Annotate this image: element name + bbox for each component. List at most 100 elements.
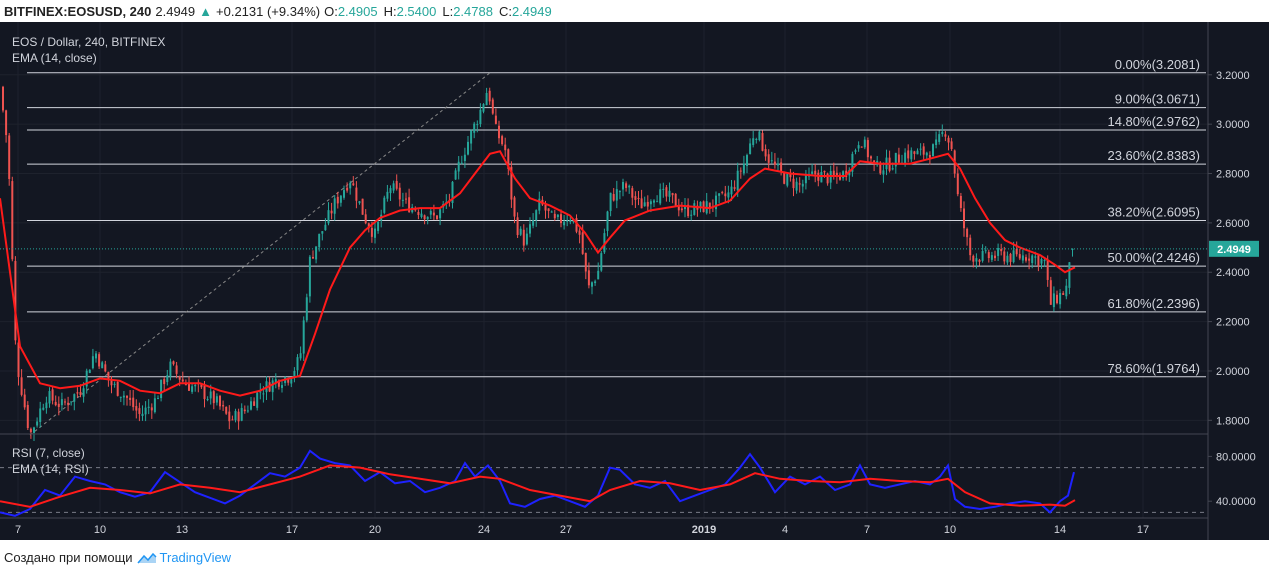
candle-body	[398, 187, 401, 200]
candle-body	[126, 396, 128, 398]
candle-body	[67, 402, 70, 405]
fibonacci-levels[interactable]: 0.00%(3.2081) 9.00%(3.0671) 14.80%(2.9762)…	[27, 57, 1206, 378]
candle-body	[941, 132, 944, 135]
rsi-ema-legend[interactable]: EMA (14, RSI)	[12, 462, 89, 476]
rsi-axis[interactable]: 80.0000 40.0000	[1208, 451, 1256, 508]
candle-body	[519, 228, 522, 235]
candle-body	[894, 152, 897, 167]
time-tick-label: 4	[782, 524, 788, 536]
candle-body	[882, 170, 885, 175]
candle-body	[913, 151, 916, 154]
candle-body	[693, 203, 696, 215]
candle-body	[981, 251, 984, 261]
candle-body	[897, 154, 900, 163]
last-price-tag-box	[1209, 240, 1259, 257]
candle-body	[1049, 280, 1052, 305]
time-tick-label: 13	[176, 524, 188, 536]
candle-body	[70, 401, 73, 403]
candle-body	[64, 401, 66, 403]
candle-body	[436, 215, 438, 220]
candle-body	[336, 196, 339, 204]
candle-body	[141, 413, 144, 417]
candle-body	[271, 380, 274, 393]
time-tick-label: 14	[1054, 524, 1066, 536]
candle-body	[755, 138, 758, 140]
ema-legend[interactable]: EMA (14, close)	[12, 51, 97, 65]
candle-body	[432, 212, 435, 216]
candle-body	[668, 190, 671, 197]
fib-level-label: 38.20%(2.6095)	[1107, 205, 1200, 220]
candle-body	[259, 391, 262, 393]
candle-body	[200, 384, 203, 388]
candle-body	[780, 162, 783, 172]
fib-level-label: 0.00%(3.2081)	[1115, 57, 1200, 72]
candle-body	[792, 178, 795, 189]
candle-body	[383, 197, 386, 213]
candle-body	[1043, 260, 1046, 262]
candle-body	[389, 188, 392, 194]
candle-body	[690, 214, 693, 216]
price-axis[interactable]: 3.2000 3.0000 2.8000 2.6000 2.4000 2.2000 2.00…	[1208, 70, 1250, 428]
candle-body	[947, 137, 950, 143]
candle-body	[507, 149, 510, 169]
candle-body	[907, 150, 910, 159]
candle-body	[237, 411, 240, 422]
candle-body	[45, 402, 48, 409]
candle-body	[640, 198, 643, 209]
candle-body	[525, 233, 528, 245]
candle-body	[699, 201, 702, 209]
candle-body	[160, 379, 163, 399]
candle-body	[39, 408, 42, 422]
candle-body	[758, 131, 761, 141]
candle-body	[470, 130, 473, 144]
candle-body	[175, 365, 178, 374]
candle-body	[1009, 253, 1012, 262]
candle-body	[560, 214, 562, 224]
candle-body	[451, 181, 454, 203]
candle-body	[277, 380, 280, 387]
tradingview-logo-icon	[136, 552, 157, 563]
candle-body	[243, 409, 246, 412]
candle-body	[240, 407, 243, 421]
low-value: 2.4788	[453, 3, 493, 19]
candle-body	[622, 181, 624, 190]
candle-body	[764, 149, 767, 157]
candle-body	[739, 170, 742, 172]
candle-body	[479, 109, 482, 125]
candle-body	[113, 383, 116, 385]
candle-body	[308, 256, 311, 297]
candle-body	[578, 230, 581, 235]
tradingview-link[interactable]: TradingView	[136, 550, 232, 565]
ema-line	[0, 150, 1076, 397]
candle-body	[854, 150, 857, 152]
candle-body	[625, 183, 628, 188]
symbol-label[interactable]: BITFINEX:EOSUSD, 240	[4, 3, 152, 19]
candle-body	[57, 403, 60, 407]
candle-body	[866, 140, 869, 158]
rsi-ema-line	[0, 464, 1076, 508]
candle-body	[361, 198, 364, 215]
last-price-tag-label: 2.4949	[1217, 244, 1251, 256]
candle-body	[770, 160, 773, 162]
candle-body	[172, 361, 175, 365]
tradingview-brand: TradingView	[159, 550, 232, 565]
candle-body	[274, 379, 277, 383]
candle-body	[959, 195, 962, 208]
candle-body	[33, 427, 35, 433]
candle-body	[346, 187, 349, 191]
candle-body	[132, 397, 135, 408]
fib-trendline[interactable]	[29, 72, 491, 436]
price-change: +0.2131 (+9.34%)	[216, 3, 321, 19]
candle-body	[783, 172, 786, 184]
candle-body	[287, 378, 290, 383]
chart-canvas[interactable]: 0.00%(3.2081) 9.00%(3.0671) 14.80%(2.9762)…	[0, 22, 1269, 540]
candle-body	[587, 270, 590, 286]
candle-body	[1003, 251, 1006, 262]
candle-body	[746, 155, 748, 166]
rsi-legend[interactable]: RSI (7, close)	[12, 446, 85, 460]
symbol-header: BITFINEX:EOSUSD, 240 2.4949 ▲ +0.2131 (+…	[0, 0, 1269, 22]
time-axis[interactable]: 7 10 13 17 20 24 27 2019 4 7 10 14 17	[15, 524, 1149, 536]
candle-body	[1012, 250, 1015, 263]
candle-body	[553, 213, 556, 219]
close-label: C:	[498, 3, 512, 19]
